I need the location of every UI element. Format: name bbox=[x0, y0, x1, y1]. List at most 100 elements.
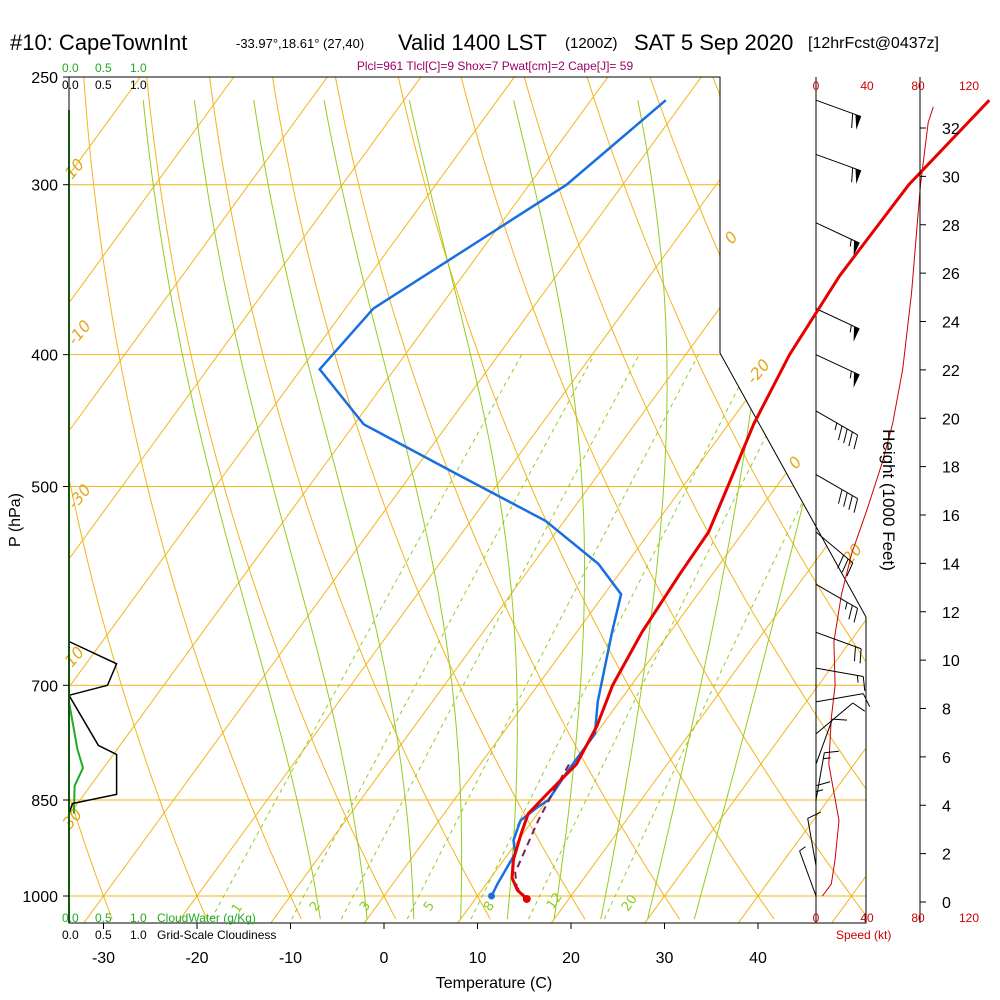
isotherm-line bbox=[361, 77, 866, 923]
wind-barb-feather bbox=[843, 428, 848, 444]
wind-barb-feather bbox=[837, 554, 845, 569]
y-axis-title: P (hPa) bbox=[7, 493, 24, 547]
wind-barb bbox=[815, 781, 831, 834]
wind-barb-half-feather bbox=[856, 675, 859, 683]
cloud-water-tick: 0.0 bbox=[62, 911, 79, 925]
wind-barb-feather bbox=[837, 425, 843, 441]
height-tick-label: 18 bbox=[942, 460, 960, 477]
height-tick-label: 12 bbox=[942, 605, 960, 622]
height-tick-label: 6 bbox=[942, 750, 951, 767]
wind-barb-half-feather bbox=[834, 422, 838, 431]
wind-barb-feather bbox=[853, 498, 859, 513]
x-tick-label: -20 bbox=[185, 950, 208, 967]
wind-speed-tick: 80 bbox=[911, 911, 925, 925]
cloud-water-ticks-top: 0.0 0.5 1.0 bbox=[62, 61, 147, 75]
wind-barb bbox=[815, 631, 862, 664]
wind-barb-feather bbox=[824, 750, 839, 754]
height-tick-label: 4 bbox=[942, 798, 951, 815]
wind-barb bbox=[799, 846, 817, 897]
wind-barb-feather bbox=[851, 113, 854, 129]
isotherm-line bbox=[548, 77, 866, 923]
wind-barb bbox=[807, 811, 821, 866]
cloudiness-tick: 0.0 bbox=[62, 78, 79, 92]
y-tick-label: 700 bbox=[31, 678, 58, 695]
height-tick-label: 26 bbox=[942, 266, 960, 283]
wind-barb-staff bbox=[815, 702, 854, 735]
isotherm-label: 0 bbox=[721, 228, 742, 248]
wind-barb-feather bbox=[848, 431, 853, 447]
wind-barb-staff bbox=[815, 583, 858, 609]
wind-barb bbox=[815, 693, 871, 707]
wind-barb-half-feather bbox=[815, 789, 824, 793]
mixing-ratio-label: 5 bbox=[421, 899, 438, 914]
wind-barb-staff bbox=[815, 99, 862, 118]
sounding-indices: Plcl=961 Tlcl[C]=9 Shox=7 Pwat[cm]=2 Cap… bbox=[357, 59, 634, 73]
isotherm-line bbox=[829, 77, 866, 923]
wind-barb bbox=[815, 702, 866, 735]
cloudiness-label: Grid-Scale Cloudiness bbox=[157, 928, 276, 942]
dry-adiabat-line bbox=[206, 77, 491, 920]
cloudiness-tick: 1.0 bbox=[130, 928, 147, 942]
wind-barb bbox=[815, 99, 862, 130]
wind-barb-feather bbox=[862, 693, 871, 707]
wind-barb-feather bbox=[843, 492, 848, 507]
wind-barb-staff bbox=[815, 222, 860, 244]
wind-barb-half-feather bbox=[849, 371, 852, 379]
y-tick-label: 250 bbox=[31, 70, 58, 87]
isotherm-line bbox=[923, 67, 1000, 926]
wind-barb-pennant bbox=[853, 326, 860, 342]
wind-speed-tick: 80 bbox=[911, 79, 925, 93]
y-tick-label: 850 bbox=[31, 793, 58, 810]
dry-adiabat-line bbox=[268, 77, 586, 920]
y-tick-label: 400 bbox=[31, 348, 58, 365]
moist-adiabat-line bbox=[253, 100, 415, 920]
wind-barb-staff bbox=[815, 153, 862, 172]
mixing-ratio-label: 2 bbox=[307, 899, 324, 914]
wind-barb-feather bbox=[807, 811, 821, 819]
height-tick-label: 30 bbox=[942, 169, 960, 186]
x-tick-label: -10 bbox=[279, 950, 302, 967]
wind-barb-feather bbox=[832, 718, 847, 721]
cloud-profile-panel bbox=[67, 110, 118, 923]
isotherm-line bbox=[268, 77, 866, 923]
wind-barb bbox=[815, 308, 860, 342]
wind-barb-feather bbox=[862, 676, 866, 692]
wind-barb-feather bbox=[859, 648, 862, 664]
wind-speed-tick: 0 bbox=[813, 79, 820, 93]
wind-barb-feather bbox=[846, 562, 854, 577]
mixing-ratio-line bbox=[603, 354, 866, 920]
wind-barb-feather bbox=[853, 646, 856, 662]
isotherm-line bbox=[81, 77, 710, 923]
mixing-ratio-label: 20 bbox=[619, 892, 641, 914]
wind-barb-staff bbox=[815, 667, 864, 677]
cloudiness-ticks-top: 0.0 0.5 1.0 bbox=[62, 78, 147, 92]
cloud-water-tick: 1.0 bbox=[130, 911, 147, 925]
x-tick-label: 0 bbox=[380, 950, 389, 967]
wind-speed-tick: 40 bbox=[860, 911, 874, 925]
height-tick-label: 2 bbox=[942, 847, 951, 864]
cloud-water-ticks-bottom: 0.0 0.5 1.0 CloudWater (g/Kg) bbox=[62, 911, 256, 925]
mixing-ratio-label: 12 bbox=[544, 890, 566, 912]
isotherm-line bbox=[69, 77, 429, 923]
station-title: #10: CapeTownInt bbox=[10, 30, 187, 55]
dewpoint-trace bbox=[318, 99, 667, 897]
dry-adiabat-line bbox=[953, 53, 1000, 919]
wind-barb-staff bbox=[815, 693, 864, 703]
isotherm-line bbox=[69, 77, 242, 923]
isotherm-label: 0 bbox=[785, 453, 806, 473]
wind-barb-staff bbox=[815, 718, 833, 765]
wind-barb-pennant bbox=[853, 372, 860, 388]
x-tick-label: 10 bbox=[469, 950, 487, 967]
wind-speed-ticks-top: 0 40 80 120 bbox=[813, 79, 980, 93]
wind-barb bbox=[815, 222, 860, 256]
wind-barb bbox=[815, 750, 839, 801]
wind-barb-feather bbox=[837, 489, 843, 504]
wind-barb-pennant bbox=[855, 114, 862, 130]
utc-time: (1200Z) bbox=[565, 35, 618, 52]
wind-barb bbox=[815, 718, 847, 765]
isotherm-line bbox=[69, 77, 523, 923]
wind-barb bbox=[815, 667, 866, 692]
dry-adiabat-line bbox=[517, 77, 866, 920]
cloudiness-tick: 0.0 bbox=[62, 928, 79, 942]
